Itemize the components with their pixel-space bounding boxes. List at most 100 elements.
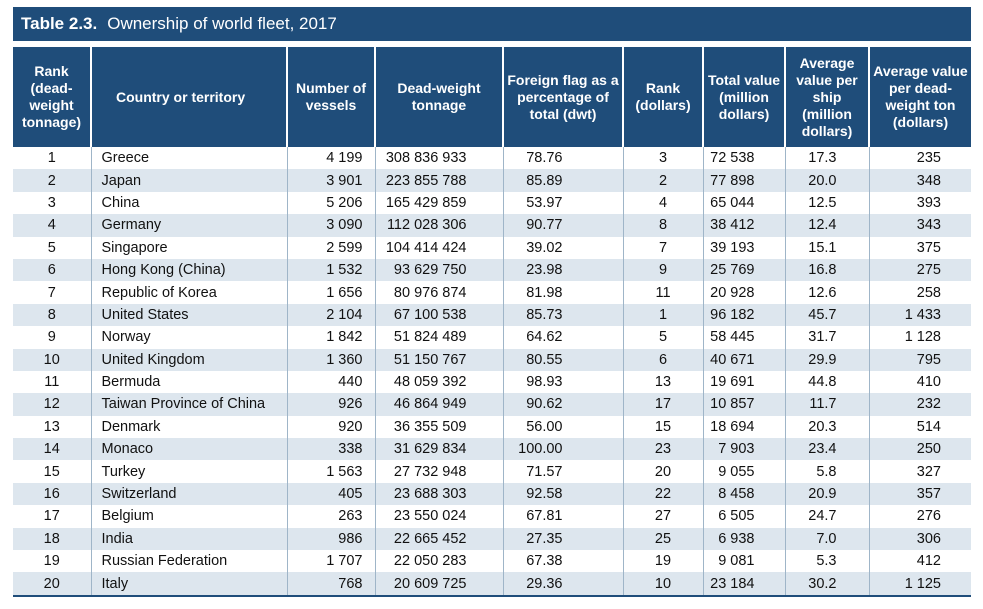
column-header: Rank (dollars) [622,47,703,147]
vessels-cell: 2 104 [286,303,375,327]
avg-value-per-dwt-cell: 1 128 [868,326,971,349]
dwt-cell: 48 059 392 [374,370,503,394]
country-cell: Taiwan Province of China [90,393,287,416]
total-value-cell: 6 938 [702,527,785,551]
avg-value-per-ship-cell: 5.3 [784,550,869,573]
total-value-cell: 10 857 [702,393,785,416]
rank-dollars-cell: 22 [622,482,703,506]
avg-value-per-dwt-cell: 306 [868,527,971,551]
rank-dwt-cell: 14 [13,438,91,461]
table-row: 8 United States 2 104 67 100 538 85.73 1 96 18… [13,303,971,327]
vessels-cell: 768 [286,572,375,597]
vessels-cell: 405 [286,482,375,506]
avg-value-per-ship-cell: 5.8 [784,460,869,483]
dwt-cell: 67 100 538 [374,303,503,327]
rank-dwt-cell: 13 [13,415,91,439]
total-value-cell: 9 081 [702,550,785,573]
dwt-cell: 46 864 949 [374,393,503,416]
avg-value-per-ship-cell: 24.7 [784,505,869,528]
foreign-flag-pct-cell: 39.02 [502,236,623,259]
dwt-cell: 165 429 859 [374,191,503,215]
rank-dollars-cell: 15 [622,415,703,439]
table-number: Table 2.3. [21,14,98,33]
rank-dollars-cell: 17 [622,393,703,416]
dwt-cell: 112 028 306 [374,214,503,237]
country-cell: Germany [90,214,287,237]
avg-value-per-dwt-cell: 410 [868,370,971,394]
rank-dollars-cell: 4 [622,191,703,215]
avg-value-per-dwt-cell: 343 [868,214,971,237]
foreign-flag-pct-cell: 85.89 [502,169,623,192]
dwt-cell: 23 688 303 [374,482,503,506]
foreign-flag-pct-cell: 71.57 [502,460,623,483]
avg-value-per-ship-cell: 12.6 [784,281,869,304]
rank-dwt-cell: 1 [13,147,91,170]
total-value-cell: 40 671 [702,348,785,371]
avg-value-per-ship-cell: 20.0 [784,169,869,192]
rank-dwt-cell: 20 [13,572,91,597]
total-value-cell: 20 928 [702,281,785,304]
country-cell: India [90,527,287,551]
rank-dollars-cell: 3 [622,147,703,170]
foreign-flag-pct-cell: 67.81 [502,505,623,528]
column-header: Country or territory [90,47,287,147]
fleet-ownership-table: Rank (dead-weight tonnage) Country or te… [13,47,971,597]
country-cell: Norway [90,326,287,349]
foreign-flag-pct-cell: 78.76 [502,147,623,170]
table-row: 20 Italy 768 20 609 725 29.36 10 23 184 30.2 1 1… [13,572,971,597]
rank-dwt-cell: 6 [13,258,91,282]
country-cell: Japan [90,169,287,192]
foreign-flag-pct-cell: 90.62 [502,393,623,416]
table-row: 19 Russian Federation 1 707 22 050 283 67.38… [13,550,971,573]
country-cell: United States [90,303,287,327]
rank-dollars-cell: 19 [622,550,703,573]
dwt-cell: 223 855 788 [374,169,503,192]
country-cell: Russian Federation [90,550,287,573]
rank-dwt-cell: 10 [13,348,91,371]
dwt-cell: 22 665 452 [374,527,503,551]
table-row: 7 Republic of Korea 1 656 80 976 874 81.98 11… [13,281,971,304]
rank-dollars-cell: 27 [622,505,703,528]
rank-dollars-cell: 7 [622,236,703,259]
avg-value-per-ship-cell: 16.8 [784,258,869,282]
rank-dwt-cell: 9 [13,326,91,349]
rank-dwt-cell: 15 [13,460,91,483]
rank-dollars-cell: 13 [622,370,703,394]
country-cell: Switzerland [90,482,287,506]
country-cell: United Kingdom [90,348,287,371]
table-row: 4 Germany 3 090 112 028 306 90.77 8 38 412 12.4… [13,214,971,237]
country-cell: Singapore [90,236,287,259]
total-value-cell: 72 538 [702,147,785,170]
avg-value-per-dwt-cell: 327 [868,460,971,483]
vessels-cell: 1 707 [286,550,375,573]
foreign-flag-pct-cell: 100.00 [502,438,623,461]
foreign-flag-pct-cell: 23.98 [502,258,623,282]
country-cell: Italy [90,572,287,597]
dwt-cell: 80 976 874 [374,281,503,304]
foreign-flag-pct-cell: 90.77 [502,214,623,237]
foreign-flag-pct-cell: 64.62 [502,326,623,349]
vessels-cell: 5 206 [286,191,375,215]
column-header: Dead-weight tonnage [374,47,503,147]
column-header: Average value per dead-weight ton (dolla… [868,47,971,147]
avg-value-per-ship-cell: 45.7 [784,303,869,327]
rank-dwt-cell: 18 [13,527,91,551]
vessels-cell: 3 901 [286,169,375,192]
vessels-cell: 1 532 [286,258,375,282]
foreign-flag-pct-cell: 67.38 [502,550,623,573]
avg-value-per-dwt-cell: 250 [868,438,971,461]
country-cell: Hong Kong (China) [90,258,287,282]
country-cell: Monaco [90,438,287,461]
avg-value-per-ship-cell: 11.7 [784,393,869,416]
avg-value-per-dwt-cell: 276 [868,505,971,528]
table-row: 11 Bermuda 440 48 059 392 98.93 13 19 691 44.8 4… [13,370,971,394]
avg-value-per-ship-cell: 23.4 [784,438,869,461]
header-row: Rank (dead-weight tonnage) Country or te… [13,47,971,147]
table-row: 13 Denmark 920 36 355 509 56.00 15 18 694 20.3 5… [13,415,971,439]
total-value-cell: 6 505 [702,505,785,528]
dwt-cell: 51 824 489 [374,326,503,349]
vessels-cell: 1 360 [286,348,375,371]
foreign-flag-pct-cell: 29.36 [502,572,623,597]
avg-value-per-ship-cell: 20.9 [784,482,869,506]
